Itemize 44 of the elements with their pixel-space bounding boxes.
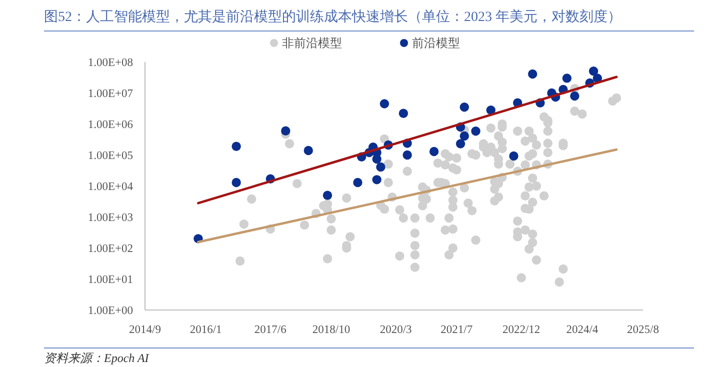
point [372, 175, 382, 184]
y-tick-label: 1.00E+02 [88, 243, 134, 255]
y-tick-label: 1.00E+04 [88, 181, 134, 193]
y-tick-label: 1.00E+03 [88, 212, 134, 224]
point [456, 139, 466, 148]
y-tick-label: 1.00E+08 [88, 57, 134, 69]
point [281, 126, 290, 136]
x-tick-label: 2017/6 [254, 324, 287, 336]
point [570, 91, 580, 101]
point [509, 151, 518, 161]
x-tick-label: 2025/8 [627, 324, 660, 336]
x-tick-label: 2014/9 [129, 324, 162, 336]
legend-label: 前沿模型 [412, 36, 460, 50]
x-tick-label: 2022/12 [502, 324, 540, 336]
point [528, 69, 538, 79]
point [398, 108, 408, 118]
point [402, 150, 412, 160]
x-tick-label: 2018/10 [312, 324, 350, 336]
point [471, 126, 480, 136]
point [429, 146, 439, 156]
x-tick-label: 2016/1 [190, 324, 222, 336]
point [232, 178, 241, 188]
point [588, 66, 598, 76]
point [460, 102, 469, 112]
y-tick-label: 1.00E+07 [88, 88, 134, 100]
point [460, 131, 469, 141]
x-tick-label: 2024/4 [566, 324, 598, 336]
x-tick-label: 2021/7 [440, 324, 473, 336]
y-tick-label: 1.00E+06 [88, 119, 134, 131]
point [562, 74, 572, 83]
point [380, 99, 390, 108]
text: 资料来源：Epoch AI [44, 351, 150, 365]
y-tick-label: 1.00E+05 [88, 150, 134, 162]
y-tick-label: 1.00E+00 [88, 305, 134, 317]
point [304, 146, 313, 156]
point [372, 154, 382, 164]
point [322, 190, 332, 200]
legend-label: 非前沿模型 [282, 36, 342, 50]
chart-title: 图52：人工智能模型，尤其是前沿模型的训练成本快速增长（单位：2023 年美元，对数刻度） [44, 9, 622, 25]
point [376, 162, 386, 172]
point [232, 142, 241, 151]
y-tick-label: 1.00E+01 [88, 274, 134, 286]
point [353, 178, 362, 188]
x-tick-label: 2020/3 [380, 324, 412, 336]
